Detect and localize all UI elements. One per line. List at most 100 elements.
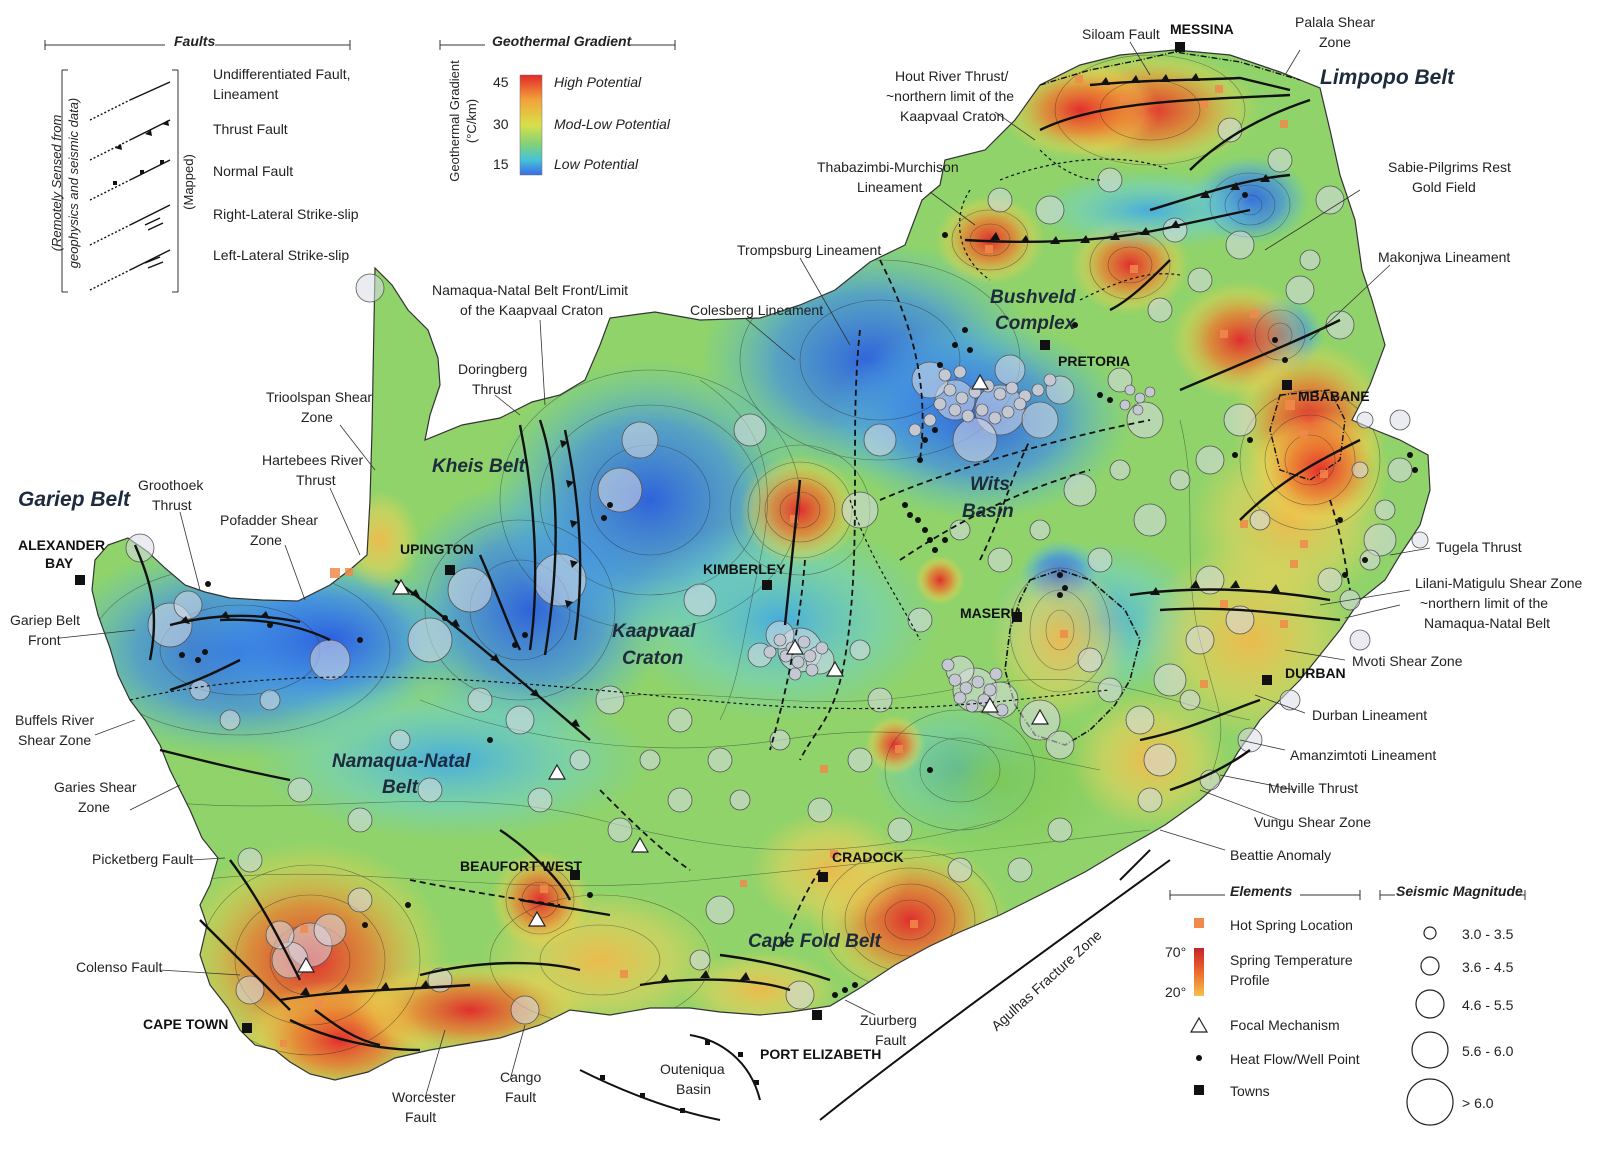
offshore-teeth: [600, 1040, 759, 1113]
label-buffels-2: Shear Zone: [18, 732, 92, 748]
town-markers: [75, 42, 1292, 1033]
legend-low-potential: Low Potential: [554, 156, 639, 172]
region-bushveld-1: Bushveld: [990, 287, 1076, 308]
label-picketberg: Picketberg Fault: [92, 851, 194, 867]
label-thabazimbi-1: Thabazimbi-Murchison: [817, 159, 959, 175]
town-messina: MESSINA: [1170, 21, 1234, 37]
legend-fault-lineament: Lineament: [213, 86, 279, 102]
remote-label-line2: geophysics and seismic data): [66, 97, 81, 269]
label-tugela: Tugela Thrust: [1436, 539, 1522, 555]
town-beaufort-west: BEAUFORT WEST: [460, 858, 583, 874]
legend-heat-flow: Heat Flow/Well Point: [1230, 1051, 1360, 1067]
town-durban: DURBAN: [1285, 665, 1346, 681]
legend-towns: Towns: [1230, 1083, 1270, 1099]
legend-fault-left-lateral: Left-Lateral Strike-slip: [213, 247, 350, 263]
legend-mag-1: 3.0 - 3.5: [1462, 926, 1514, 942]
legend-tick-15: 15: [493, 156, 509, 172]
label-trioolspan-2: Zone: [301, 409, 333, 425]
town-port-elizabeth: PORT ELIZABETH: [760, 1046, 882, 1062]
label-amanzimtoti: Amanzimtoti Lineament: [1290, 747, 1437, 763]
label-lilani-2: ~northern limit of the: [1420, 595, 1549, 611]
region-wits-2: Basin: [962, 501, 1014, 522]
label-makonjwa: Makonjwa Lineament: [1378, 249, 1511, 265]
label-hout-2: ~northern limit of the: [886, 88, 1015, 104]
label-beattie: Beattie Anomaly: [1230, 847, 1332, 863]
town-pretoria: PRETORIA: [1058, 353, 1131, 369]
label-zuurberg-2: Fault: [875, 1032, 907, 1048]
region-bushveld-2: Complex: [995, 313, 1076, 334]
label-outeniqua-2: Basin: [676, 1081, 712, 1097]
legend-mag-3: 4.6 - 5.5: [1462, 997, 1514, 1013]
label-doringberg-2: Thrust: [472, 381, 512, 397]
contour-dotted: [129, 149, 1181, 710]
label-garies-2: Zone: [78, 799, 110, 815]
legend-spring-temp-1: Spring Temperature: [1230, 952, 1353, 968]
town-upington: UPINGTON: [400, 541, 474, 557]
label-vungu: Vungu Shear Zone: [1254, 814, 1372, 830]
label-trompsburg: Trompsburg Lineament: [737, 242, 882, 258]
eswatini-border: [1269, 389, 1346, 481]
label-mvoti: Mvoti Shear Zone: [1352, 653, 1463, 669]
label-hartebees-2: Thrust: [296, 472, 336, 488]
legend-faults-title: Faults: [174, 33, 216, 49]
legend-spring-temp-2: Profile: [1230, 972, 1270, 988]
town-cape-town: CAPE TOWN: [143, 1016, 229, 1032]
legend-mod-low-potential: Mod-Low Potential: [554, 116, 670, 132]
town-mbabane: MBABANE: [1298, 388, 1370, 404]
offshore-features: [579, 849, 1171, 1121]
legend-remote-label: (Remotely Sensed from geophysics and seis…: [48, 68, 82, 298]
legend-mag-2: 3.6 - 4.5: [1462, 959, 1514, 975]
legend-gradient-title: Geothermal Gradient: [492, 33, 632, 49]
legend-high-potential: High Potential: [554, 74, 642, 90]
legend-fault-normal: Normal Fault: [213, 163, 294, 179]
legend-mag-4: 5.6 - 6.0: [1462, 1043, 1514, 1059]
gradient-axis-line2: (°C/km): [464, 98, 479, 144]
region-kaapvaal-1: Kaapvaal: [612, 621, 696, 642]
legend-temp-high: 70°: [1165, 944, 1187, 960]
label-pofadder-1: Pofadder Shear: [220, 512, 319, 528]
label-durban-lineament: Durban Lineament: [1312, 707, 1428, 723]
label-groothoek-1: Groothoek: [138, 477, 204, 493]
inferred-lineaments: [409, 259, 1351, 951]
legend-mag-5: > 6.0: [1462, 1095, 1494, 1111]
legend-elements-title: Elements: [1230, 883, 1293, 899]
town-cradock: CRADOCK: [832, 849, 904, 865]
legend-fault-undiff: Undifferentiated Fault,: [213, 66, 351, 82]
label-melville: Melville Thrust: [1268, 780, 1358, 796]
label-cango-2: Fault: [505, 1089, 537, 1105]
label-outeniqua-1: Outeniqua: [660, 1061, 725, 1077]
region-cape-fold-belt: Cape Fold Belt: [748, 931, 882, 952]
label-trioolspan-1: Trioolspan Shear: [266, 389, 373, 405]
label-namaqua-front-2: of the Kaapvaal Craton: [460, 302, 604, 318]
label-thabazimbi-2: Lineament: [857, 179, 923, 195]
legend-seismic-title: Seismic Magnitude: [1396, 883, 1523, 899]
label-lilani-1: Lilani-Matigulu Shear Zone: [1415, 575, 1583, 591]
legend-gradient-box: [439, 40, 676, 176]
town-maseru: MASERU: [960, 605, 1021, 621]
label-hout-1: Hout River Thrust/: [895, 68, 1009, 84]
region-wits-1: Wits: [970, 474, 1010, 495]
label-worcester-2: Fault: [405, 1109, 437, 1125]
label-doringberg-1: Doringberg: [458, 361, 528, 377]
region-gariep-belt: Gariep Belt: [18, 488, 131, 511]
focal-mechanisms: [296, 373, 1050, 973]
legend-focal: Focal Mechanism: [1230, 1017, 1340, 1033]
label-namaqua-front-1: Namaqua-Natal Belt Front/Limit: [432, 282, 629, 298]
gradient-axis-line1: Geothermal Gradient: [447, 60, 462, 182]
legend-elements-box: [1169, 890, 1361, 1095]
label-siloam-fault: Siloam Fault: [1082, 26, 1160, 42]
town-alexander-bay-2: BAY: [45, 555, 74, 571]
legend-seismic-box: [1379, 890, 1526, 1126]
north-border: [1039, 51, 1301, 86]
legend-fault-thrust: Thrust Fault: [213, 121, 288, 137]
region-kheis-belt: Kheis Belt: [432, 456, 525, 477]
legend-gradient-axis: Geothermal Gradient (°C/km): [446, 56, 480, 186]
small-seismic-clusters: [763, 365, 1156, 717]
region-limpopo-belt: Limpopo Belt: [1320, 66, 1455, 89]
label-palala-1: Palala Shear: [1295, 14, 1376, 30]
label-gariep-front-1: Gariep Belt: [10, 612, 81, 628]
label-sabie-1: Sabie-Pilgrims Rest: [1388, 159, 1511, 175]
label-hout-3: Kaapvaal Craton: [900, 108, 1005, 124]
legend-faults-box: [44, 40, 351, 293]
